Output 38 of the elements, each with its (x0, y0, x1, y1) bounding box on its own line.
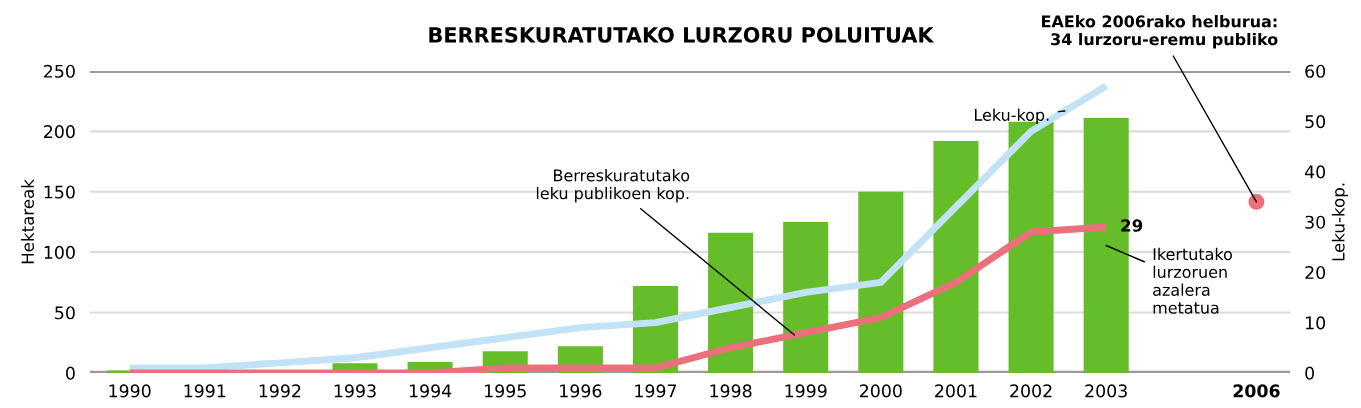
x-tick-label: 2000 (860, 384, 902, 398)
x-tick-label: 1996 (560, 384, 602, 398)
x-tick-label: 2001 (935, 384, 977, 398)
x-tick-label: 2002 (1010, 384, 1052, 398)
x-tick-label: 1995 (485, 384, 526, 398)
y2-tick-label: 0 (1305, 366, 1315, 380)
y-tick-label: 250 (44, 64, 75, 78)
x-tick-label: 2006 (1233, 384, 1280, 398)
x-tick-label: 1991 (184, 384, 226, 398)
y-tick-label: 0 (66, 366, 75, 380)
x-tick-label: 1997 (635, 384, 677, 398)
series-label: Leku-kop. (974, 108, 1049, 125)
x-tick-label: 1998 (710, 384, 752, 398)
chart-title: BERRESKURATUTAKO LURZORU POLUITUAK (429, 27, 935, 43)
y2-tick-label: 20 (1305, 265, 1326, 280)
x-tick-label: 1993 (334, 384, 376, 398)
series-label: Ikertutako lurzoruen azalera metatua (1153, 247, 1232, 314)
y-axis-title: Hektareak (21, 179, 35, 264)
x-tick-label: 1992 (259, 384, 301, 398)
y-tick-label: 100 (44, 245, 75, 259)
y-tick-label: 50 (55, 306, 75, 320)
x-tick-label: 1990 (109, 384, 151, 398)
y2-tick-label: 60 (1305, 64, 1326, 78)
y2-axis-title: Leku-kop. (1331, 183, 1348, 261)
text: Berreskuratutako leku publikoen kop. (536, 169, 690, 203)
text: EAEko 2006rako helburua: 34 lurzoru-eremu publiko (1042, 15, 1278, 49)
y2-tick-label: 10 (1306, 316, 1326, 330)
x-tick-label: 1994 (409, 384, 452, 398)
y2-tick-label: 50 (1305, 115, 1326, 129)
y-tick-label: 200 (44, 125, 75, 139)
y2-tick-label: 40 (1304, 165, 1326, 179)
x-tick-label: 1999 (785, 384, 827, 398)
bar (783, 221, 829, 373)
x-tick-label: 2003 (1085, 384, 1127, 398)
y2-tick-label: 30 (1305, 215, 1326, 229)
y-tick-label: 150 (44, 185, 75, 199)
bar (858, 191, 904, 373)
bar (933, 141, 979, 373)
